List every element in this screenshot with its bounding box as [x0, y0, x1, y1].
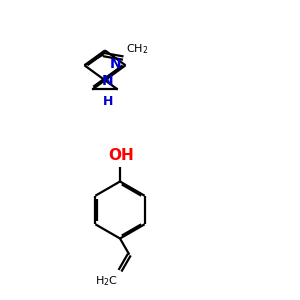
Text: H$_2$C: H$_2$C: [95, 274, 118, 288]
Text: CH$_2$: CH$_2$: [126, 43, 148, 56]
Text: N: N: [110, 57, 121, 71]
Text: N: N: [102, 74, 113, 88]
Text: OH: OH: [109, 148, 134, 163]
Text: H: H: [103, 95, 113, 108]
